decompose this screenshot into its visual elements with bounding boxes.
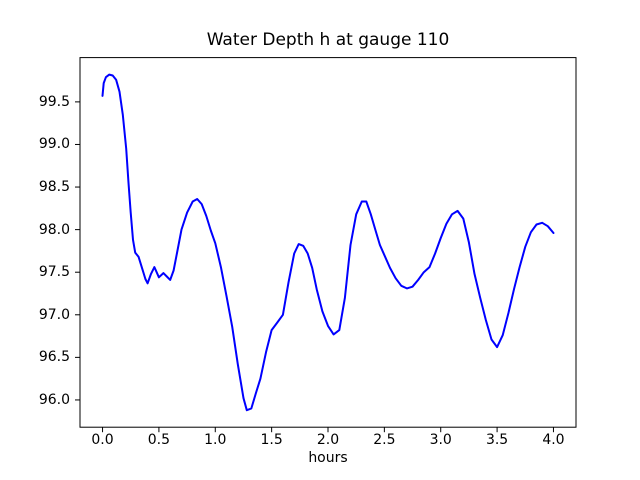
x-tick-label: 3.5	[485, 432, 509, 448]
y-tick-label: 96.0	[38, 391, 70, 408]
tick-marks	[75, 101, 554, 433]
y-tick-label: 97.5	[38, 264, 70, 281]
x-tick-label: 2.5	[373, 432, 396, 448]
chart-title: Water Depth h at gauge 110	[206, 30, 450, 50]
y-tick-label: 97.0	[38, 306, 70, 323]
x-tick-label: 1.5	[260, 432, 283, 448]
x-tick-label: 3.0	[429, 432, 452, 448]
x-tick-label: 0.5	[147, 432, 171, 448]
x-tick-label: 0.0	[91, 432, 114, 448]
x-axis-label: hours	[308, 450, 348, 466]
y-tick-label: 99.5	[38, 93, 70, 110]
y-tick-label: 99.0	[38, 136, 70, 153]
x-tick-label: 4.0	[542, 432, 565, 448]
y-tick-label: 98.5	[38, 179, 70, 196]
x-tick-label: 2.0	[316, 432, 340, 448]
x-tick-label: 1.0	[204, 432, 227, 448]
y-tick-label: 96.5	[38, 349, 70, 366]
axes-box	[79, 57, 577, 428]
water-depth-line	[101, 73, 555, 412]
y-tick-label: 98.0	[38, 221, 70, 238]
